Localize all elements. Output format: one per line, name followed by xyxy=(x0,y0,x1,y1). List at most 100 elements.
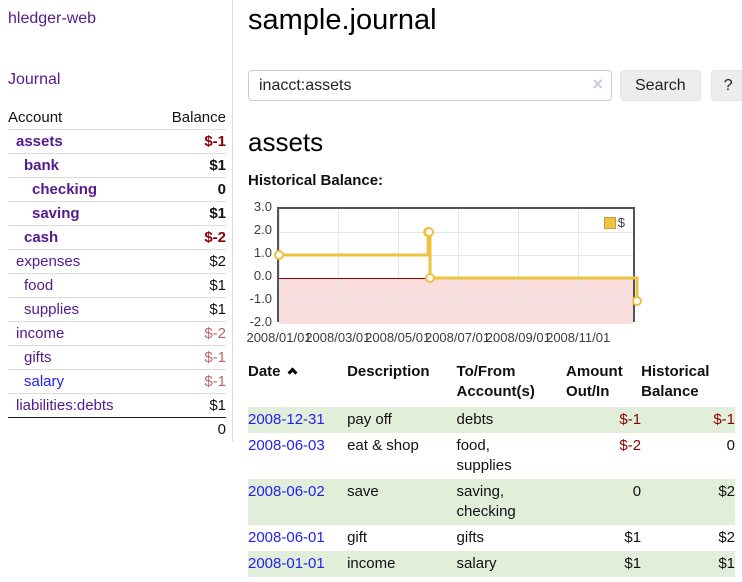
app-title-link[interactable]: hledger-web xyxy=(8,10,97,27)
account-row: bank $1 xyxy=(8,153,226,178)
transaction-amount: $-1 xyxy=(619,411,642,428)
y-axis-tick-label: -1.0 xyxy=(249,291,272,306)
y-axis-tick-label: 0.0 xyxy=(253,268,272,283)
x-axis-tick-label: 2008/05/01 xyxy=(365,330,431,345)
transaction-date-link[interactable]: 2008-06-02 xyxy=(248,483,325,500)
y-axis-tick-label: 1.0 xyxy=(253,245,272,260)
account-balance: $1 xyxy=(209,397,226,414)
legend-swatch-icon xyxy=(603,216,616,229)
account-link[interactable]: food xyxy=(24,277,54,294)
x-axis-tick-label: 2008/01/01 xyxy=(246,330,312,345)
account-balance: $-1 xyxy=(204,133,226,150)
account-row: supplies $1 xyxy=(8,297,226,322)
transaction-description: pay off xyxy=(347,411,392,428)
transaction-date-link[interactable]: 2008-01-01 xyxy=(248,555,325,572)
transaction-balance: $1 xyxy=(718,555,735,572)
register-table: Date Description To/From Account(s) Amou… xyxy=(248,360,735,577)
transaction-description: gift xyxy=(347,529,368,546)
accounts-header-account: Account xyxy=(8,109,63,126)
transaction-description: save xyxy=(347,483,379,500)
register-header-row: Date Description To/From Account(s) Amou… xyxy=(248,360,735,407)
account-balance: $1 xyxy=(209,205,226,222)
account-balance: $1 xyxy=(209,157,226,174)
search-button[interactable]: Search xyxy=(620,70,701,101)
y-axis-tick-label: 2.0 xyxy=(253,222,272,237)
account-row: food $1 xyxy=(8,273,226,298)
account-link[interactable]: salary xyxy=(24,373,65,390)
account-link[interactable]: bank xyxy=(24,157,60,174)
clear-search-icon[interactable]: × xyxy=(592,74,603,94)
account-link[interactable]: liabilities:debts xyxy=(16,397,114,414)
transaction-balance: $2 xyxy=(718,529,735,546)
accounts-header-row: Account Balance xyxy=(8,106,226,130)
account-heading: assets xyxy=(248,127,324,157)
transaction-date-link[interactable]: 2008-06-03 xyxy=(248,437,325,454)
account-balance: $2 xyxy=(209,253,226,270)
register-header-date-label: Date xyxy=(248,363,281,380)
x-axis-tick-label: 2008/07/01 xyxy=(424,330,491,345)
register-row: 2008-06-02 save saving, checking 0 $2 xyxy=(248,479,735,525)
transaction-date-link[interactable]: 2008-06-01 xyxy=(248,529,325,546)
chart-title: Historical Balance: xyxy=(248,172,384,189)
x-axis-tick-label: 2008/03/01 xyxy=(305,330,371,345)
transaction-balance: 0 xyxy=(726,437,735,454)
account-link[interactable]: cash xyxy=(24,229,59,246)
accounts-header-balance: Balance xyxy=(171,109,226,126)
account-row: saving $1 xyxy=(8,201,226,226)
account-balance: $-1 xyxy=(204,349,226,366)
register-header-date[interactable]: Date xyxy=(248,360,347,407)
chart-plot-area: $ xyxy=(274,207,642,324)
register-row: 2008-12-31 pay off debts $-1 $-1 xyxy=(248,407,735,433)
search-row: × Search ? xyxy=(248,70,742,101)
accounts-table: Account Balance assets $-1 bank $1 check… xyxy=(8,106,226,441)
account-row: assets $-1 xyxy=(8,130,226,154)
account-link[interactable]: gifts xyxy=(24,349,52,366)
y-axis-tick-label: -2.0 xyxy=(249,314,272,329)
y-axis-tick-label: 3.0 xyxy=(253,199,272,214)
account-row: gifts $-1 xyxy=(8,345,226,370)
transaction-accounts: debts xyxy=(456,411,494,428)
register-row: 2008-06-01 gift gifts $1 $2 xyxy=(248,525,735,551)
account-link[interactable]: checking xyxy=(32,181,98,198)
transaction-accounts: salary xyxy=(456,555,497,572)
account-link[interactable]: assets xyxy=(16,133,63,150)
transaction-description: eat & shop xyxy=(347,437,419,454)
historical-balance-chart: $ 2008/01/01 2008/03/01 2008/05/01 2008/07/… xyxy=(246,199,668,350)
transaction-amount: 0 xyxy=(632,483,642,500)
x-axis-tick-label: 2008/11/01 xyxy=(546,330,611,345)
chart-legend: $ xyxy=(603,215,625,230)
account-link[interactable]: expenses xyxy=(16,253,81,270)
transaction-amount: $1 xyxy=(624,555,642,572)
account-row: cash $-2 xyxy=(8,225,226,250)
x-axis-tick-label: 2008/09/01 xyxy=(485,330,551,345)
register-header-description: Description xyxy=(347,363,430,380)
account-row: expenses $2 xyxy=(8,249,226,274)
register-row: 2008-06-03 eat & shop food, supplies $-2… xyxy=(248,433,735,479)
account-link[interactable]: supplies xyxy=(24,301,80,318)
accounts-total-value: 0 xyxy=(217,421,226,438)
search-box: × xyxy=(248,70,612,101)
sort-ascending-icon xyxy=(287,367,297,378)
transaction-amount: $1 xyxy=(624,529,642,546)
legend-label: $ xyxy=(617,215,625,230)
account-balance: $1 xyxy=(209,277,226,294)
account-link[interactable]: saving xyxy=(32,205,80,222)
account-balance: $1 xyxy=(209,301,226,318)
register-row: 2008-01-01 income salary $1 $1 xyxy=(248,551,735,577)
transaction-accounts: food, supplies xyxy=(456,437,512,474)
transaction-balance: $2 xyxy=(718,483,735,500)
account-link[interactable]: income xyxy=(16,325,65,342)
account-row: checking 0 xyxy=(8,177,226,202)
account-row: liabilities:debts $1 xyxy=(8,393,226,418)
account-balance: $-1 xyxy=(204,373,226,390)
account-balance: $-2 xyxy=(204,325,226,342)
transaction-date-link[interactable]: 2008-12-31 xyxy=(248,411,325,428)
sidebar-item-journal[interactable]: Journal xyxy=(8,71,61,88)
search-input[interactable] xyxy=(248,70,612,101)
account-balance: 0 xyxy=(217,181,226,198)
account-balance: $-2 xyxy=(204,229,226,246)
account-row: income $-2 xyxy=(8,321,226,346)
transaction-balance: $-1 xyxy=(713,411,735,428)
transaction-description: income xyxy=(347,555,396,572)
help-button[interactable]: ? xyxy=(710,70,742,101)
